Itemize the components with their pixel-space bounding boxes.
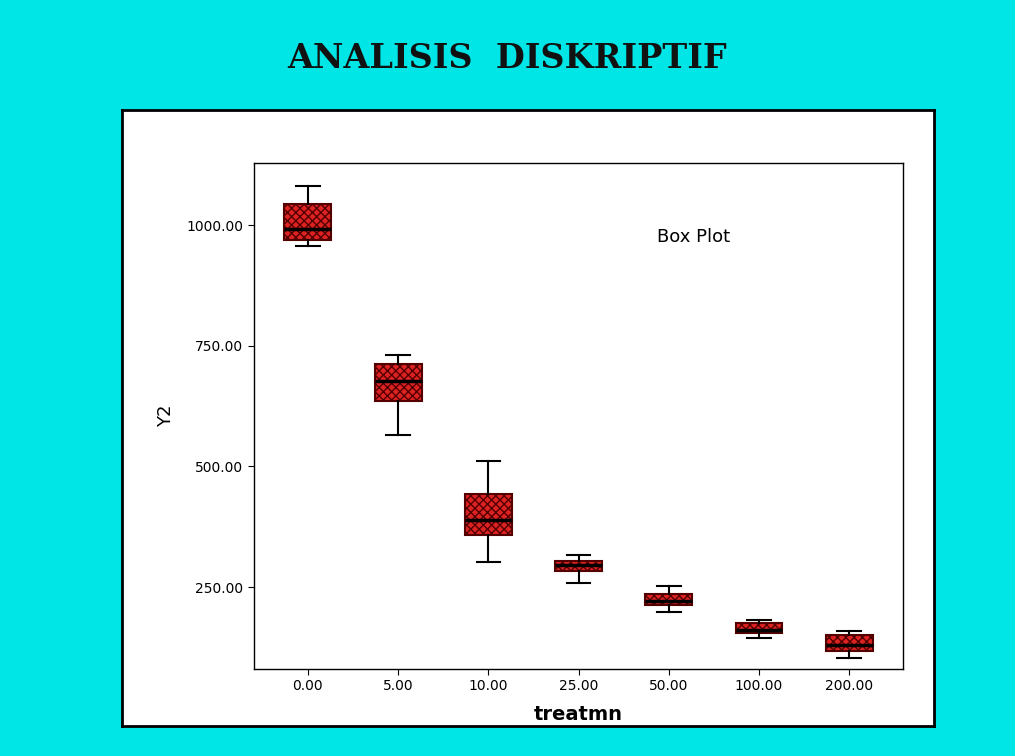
PathPatch shape	[284, 203, 331, 240]
PathPatch shape	[375, 364, 421, 401]
PathPatch shape	[736, 623, 783, 633]
Y-axis label: Y2: Y2	[157, 404, 176, 427]
Text: Box Plot: Box Plot	[657, 228, 730, 246]
PathPatch shape	[646, 593, 692, 606]
Text: ANALISIS  DISKRIPTIF: ANALISIS DISKRIPTIF	[287, 42, 728, 75]
PathPatch shape	[555, 560, 602, 571]
PathPatch shape	[465, 494, 512, 535]
X-axis label: treatmn: treatmn	[534, 705, 623, 723]
PathPatch shape	[826, 635, 873, 651]
